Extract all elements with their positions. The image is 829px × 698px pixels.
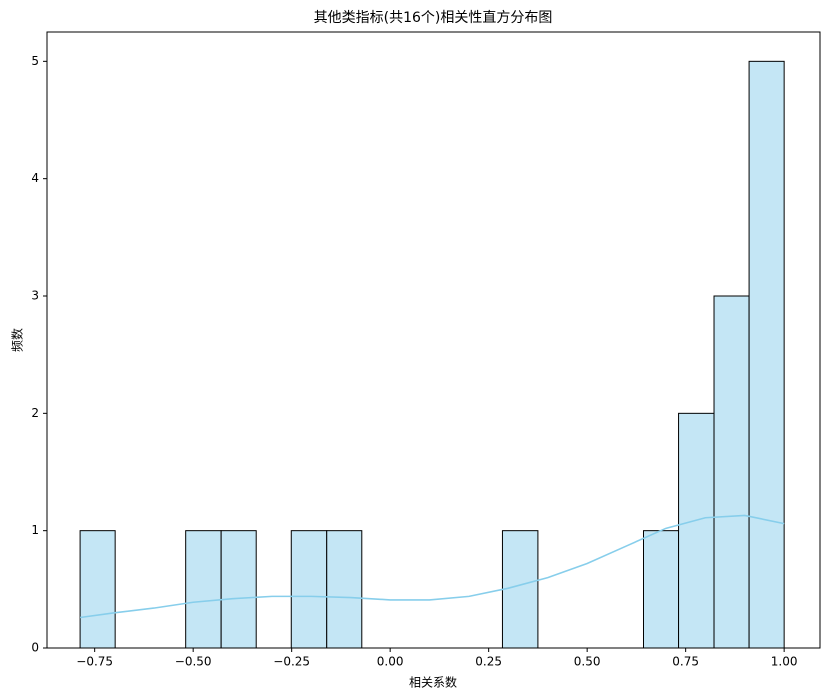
y-tick-label: 5 [31, 54, 39, 68]
bar [290, 530, 328, 649]
bar [185, 530, 222, 649]
bar [678, 412, 715, 649]
x-tick-label: 1.00 [771, 655, 798, 669]
bar [642, 530, 680, 649]
bar [713, 295, 750, 649]
x-tick-label: 0.50 [574, 655, 601, 669]
x-axis-label: 相关系数 [409, 675, 457, 690]
x-tick-label: 0.75 [672, 655, 699, 669]
bar [220, 530, 257, 649]
y-tick-label: 1 [31, 523, 39, 537]
y-tick-label: 0 [31, 641, 39, 655]
bar [326, 530, 363, 649]
y-tick-label: 2 [31, 406, 39, 420]
y-axis-label: 频数 [10, 328, 25, 352]
x-tick-label: 0.25 [475, 655, 502, 669]
chart-title: 其他类指标(共16个)相关性直方分布图 [314, 9, 553, 26]
kde-line [79, 514, 785, 619]
y-tick-label: 4 [31, 171, 39, 185]
y-tick-label: 3 [31, 289, 39, 303]
x-tick-label: −0.50 [175, 655, 212, 669]
x-tick-label: −0.75 [76, 655, 113, 669]
x-tick-label: −0.25 [273, 655, 310, 669]
bar [79, 530, 116, 649]
plot-frame [46, 31, 821, 649]
bar [748, 60, 785, 649]
x-tick-label: 0.00 [377, 655, 404, 669]
bar [501, 530, 539, 649]
